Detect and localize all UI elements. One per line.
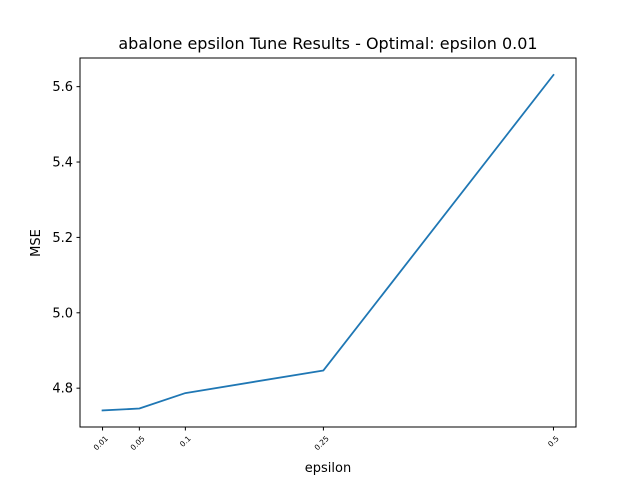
series-line xyxy=(101,73,555,412)
chart-title: abalone epsilon Tune Results - Optimal: … xyxy=(118,34,537,53)
y-tick-label: 5.2 xyxy=(52,231,73,246)
x-axis-label: epsilon xyxy=(305,461,351,476)
y-tick-label: 4.8 xyxy=(52,382,73,397)
series-group xyxy=(101,73,555,412)
y-tick-label: 5.6 xyxy=(52,80,73,95)
y-tick-label: 5.0 xyxy=(52,306,73,321)
y-axis-ticks: 4.8 5.0 5.2 5.4 5.6 xyxy=(52,80,80,397)
y-axis-label: MSE xyxy=(29,229,44,257)
plot-frame xyxy=(79,57,577,428)
y-tick-label: 5.4 xyxy=(52,156,73,171)
